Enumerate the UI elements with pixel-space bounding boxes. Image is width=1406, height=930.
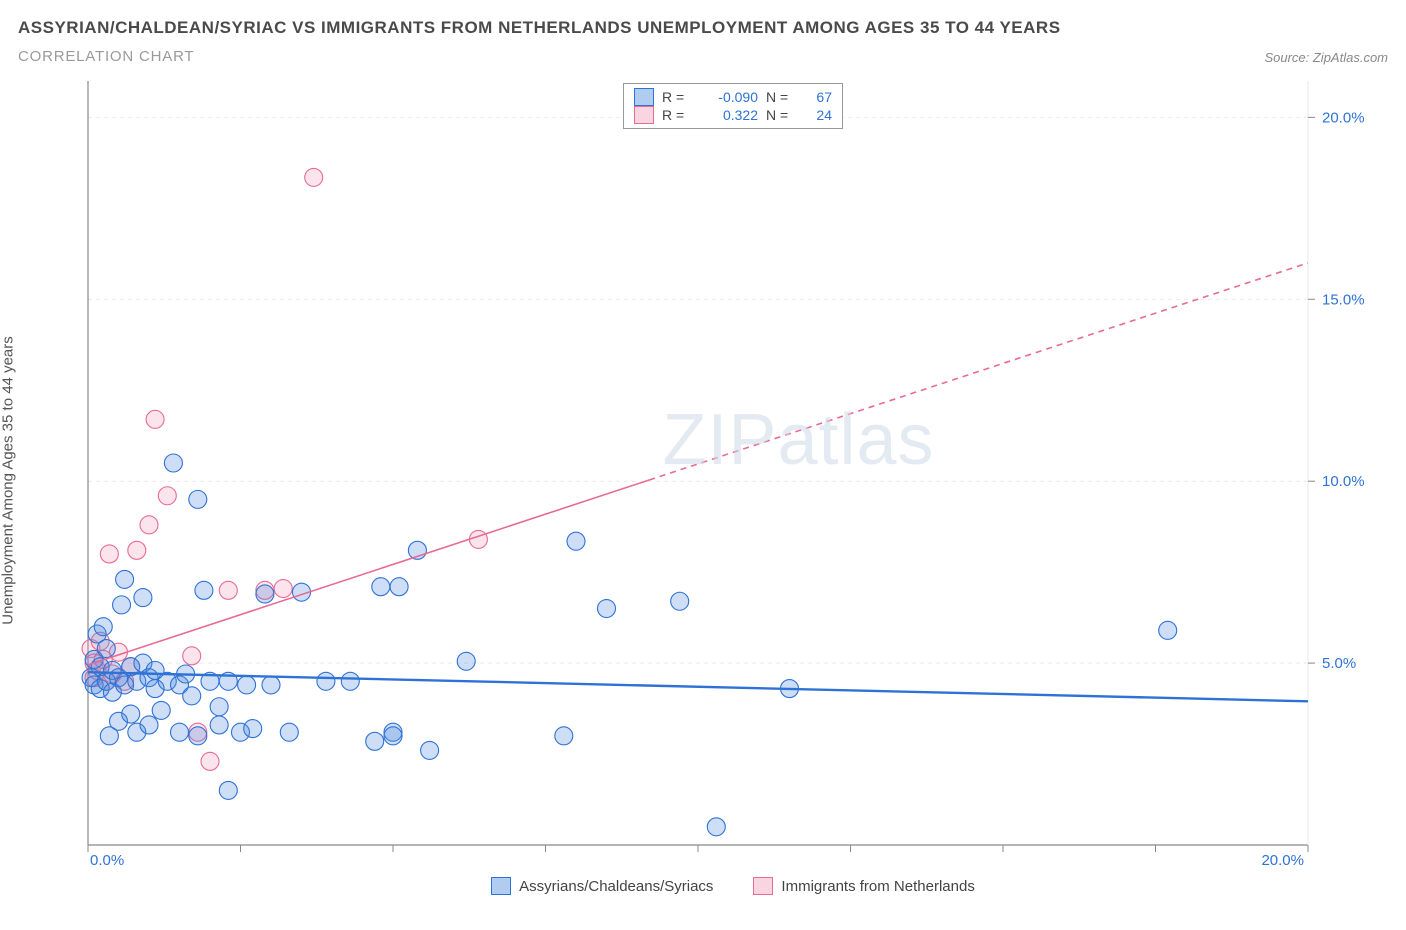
r-value-blue: -0.090 bbox=[704, 89, 758, 105]
r-value-pink: 0.322 bbox=[704, 107, 758, 123]
svg-text:15.0%: 15.0% bbox=[1322, 291, 1365, 308]
legend-item-blue: Assyrians/Chaldeans/Syriacs bbox=[491, 877, 713, 895]
source-attribution: Source: ZipAtlas.com bbox=[1264, 50, 1388, 65]
legend-swatch-blue bbox=[491, 877, 511, 895]
legend-item-pink: Immigrants from Netherlands bbox=[753, 877, 974, 895]
legend-swatch-pink bbox=[753, 877, 773, 895]
legend-swatch-blue bbox=[634, 88, 654, 106]
legend-swatch-pink bbox=[634, 106, 654, 124]
chart-title: ASSYRIAN/CHALDEAN/SYRIAC VS IMMIGRANTS F… bbox=[18, 18, 1061, 38]
n-value-blue: 67 bbox=[804, 89, 832, 105]
chart-subtitle: CORRELATION CHART bbox=[18, 48, 1061, 65]
svg-text:5.0%: 5.0% bbox=[1322, 655, 1356, 672]
legend-label-blue: Assyrians/Chaldeans/Syriacs bbox=[519, 878, 713, 895]
svg-text:10.0%: 10.0% bbox=[1322, 473, 1365, 490]
n-value-pink: 24 bbox=[804, 107, 832, 123]
svg-text:0.0%: 0.0% bbox=[90, 852, 124, 867]
svg-text:20.0%: 20.0% bbox=[1322, 109, 1365, 126]
svg-text:20.0%: 20.0% bbox=[1261, 852, 1304, 867]
scatter-plot: 0.0% 20.0% 5.0% 10.0% 15.0% 20.0% bbox=[78, 77, 1378, 867]
correlation-legend: R = -0.090 N = 67 R = 0.322 N = 24 bbox=[623, 83, 843, 129]
chart-container: Unemployment Among Ages 35 to 44 years Z… bbox=[18, 77, 1388, 867]
y-axis-label: Unemployment Among Ages 35 to 44 years bbox=[0, 336, 17, 625]
series-legend: Assyrians/Chaldeans/Syriacs Immigrants f… bbox=[78, 877, 1388, 895]
legend-label-pink: Immigrants from Netherlands bbox=[781, 878, 974, 895]
legend-row: R = 0.322 N = 24 bbox=[634, 106, 832, 124]
legend-row: R = -0.090 N = 67 bbox=[634, 88, 832, 106]
